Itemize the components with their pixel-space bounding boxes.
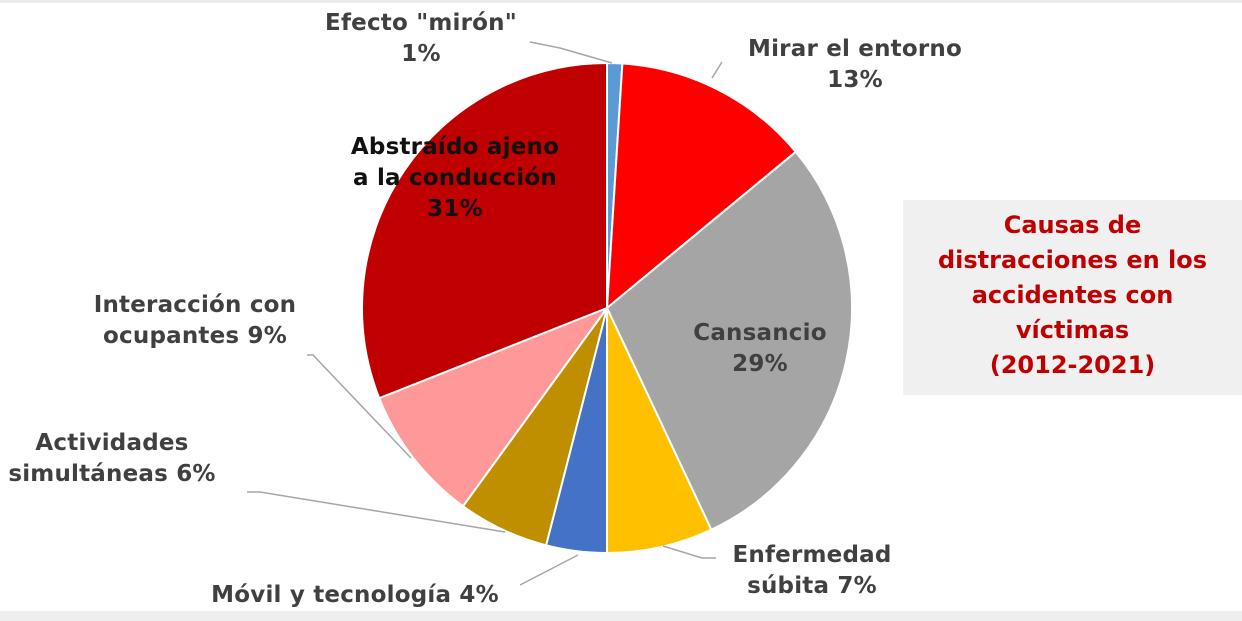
label-efecto-miron-name: Efecto "mirón" bbox=[325, 10, 517, 36]
pie-slice-mirar-el-entorno bbox=[605, 62, 798, 311]
chart-title-line4: víctimas bbox=[1015, 316, 1130, 344]
top-border bbox=[0, 0, 1242, 3]
label-movil: Móvil y tecnología 4% bbox=[175, 580, 535, 611]
label-mirar-entorno: Mirar el entorno 13% bbox=[710, 34, 1000, 96]
label-mirar-entorno-value: 13% bbox=[827, 67, 883, 93]
label-cansancio: Cansancio 29% bbox=[670, 318, 850, 380]
label-efecto-miron-value: 1% bbox=[401, 41, 441, 67]
leader-line-actividades bbox=[247, 491, 506, 533]
label-mirar-entorno-name: Mirar el entorno bbox=[748, 36, 962, 62]
chart-title-line5: (2012-2021) bbox=[989, 351, 1156, 379]
label-enfermedad-line1: Enfermedad bbox=[732, 542, 892, 568]
label-actividades-line1: Actividades bbox=[35, 430, 189, 456]
label-interaccion-line2: ocupantes 9% bbox=[103, 323, 287, 349]
label-abstraido-line1: Abstraído ajeno bbox=[350, 134, 560, 160]
leader-line-miron bbox=[529, 41, 613, 64]
label-efecto-miron: Efecto "mirón" 1% bbox=[296, 8, 546, 70]
chart-title-line2: distracciones en los bbox=[937, 246, 1208, 274]
label-cansancio-name: Cansancio bbox=[693, 320, 827, 346]
label-abstraido: Abstraído ajeno a la conducción 31% bbox=[300, 132, 610, 225]
chart-title-line1: Causas de bbox=[1003, 211, 1142, 239]
label-abstraido-line2: a la conducción bbox=[353, 165, 557, 191]
label-interaccion-line1: Interacción con bbox=[93, 292, 297, 318]
label-actividades: Actividades simultáneas 6% bbox=[0, 428, 232, 490]
label-enfermedad-line2: súbita 7% bbox=[747, 573, 877, 599]
label-abstraido-value: 31% bbox=[427, 196, 483, 222]
chart-title-line3: accidentes con bbox=[971, 281, 1174, 309]
label-cansancio-value: 29% bbox=[732, 351, 788, 377]
leader-line-interaccion bbox=[307, 354, 412, 459]
chart-title-box: Causas de distracciones en los accidente… bbox=[903, 200, 1242, 395]
bottom-band bbox=[0, 611, 1242, 621]
label-interaccion: Interacción con ocupantes 9% bbox=[60, 290, 330, 352]
label-enfermedad: Enfermedad súbita 7% bbox=[712, 540, 912, 602]
pie-slice-cansancio bbox=[605, 150, 853, 532]
pie-slice-enfermedad-subita bbox=[606, 307, 713, 555]
leader-line-movil bbox=[519, 554, 579, 586]
chart-title: Causas de distracciones en los accidente… bbox=[903, 208, 1242, 383]
leader-line-enfermedad bbox=[662, 545, 716, 559]
leader-lines bbox=[247, 41, 723, 586]
pie-slices bbox=[361, 61, 853, 555]
label-actividades-line2: simultáneas 6% bbox=[8, 461, 216, 487]
label-movil-text: Móvil y tecnología 4% bbox=[211, 582, 499, 608]
leader-line-entorno bbox=[711, 61, 723, 79]
pie-slice-interaccion-con-ocupantes bbox=[377, 305, 610, 508]
pie-slice-abstraido-ajeno-a-la-conduccion bbox=[361, 61, 608, 400]
